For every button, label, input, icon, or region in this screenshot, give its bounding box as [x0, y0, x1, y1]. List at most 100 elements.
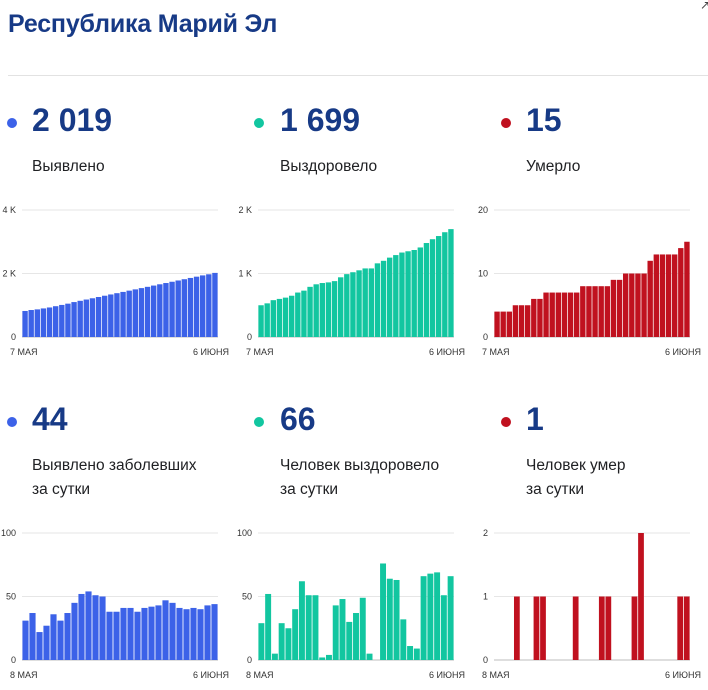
bar[interactable]	[366, 653, 373, 660]
bar[interactable]	[427, 573, 434, 660]
bar[interactable]	[549, 292, 555, 337]
bar[interactable]	[77, 300, 83, 337]
bar[interactable]	[494, 311, 500, 337]
bar[interactable]	[417, 247, 424, 337]
bar[interactable]	[176, 607, 183, 660]
bar[interactable]	[127, 607, 134, 660]
bar[interactable]	[319, 657, 326, 660]
bar[interactable]	[641, 273, 647, 338]
bar[interactable]	[190, 607, 197, 660]
bar[interactable]	[71, 302, 77, 337]
bar[interactable]	[331, 281, 338, 337]
bar[interactable]	[34, 309, 41, 337]
bar[interactable]	[270, 300, 277, 337]
bar[interactable]	[684, 241, 690, 337]
bar[interactable]	[638, 533, 644, 660]
bar[interactable]	[567, 292, 574, 337]
bar[interactable]	[206, 274, 212, 337]
bar[interactable]	[292, 609, 299, 660]
bar[interactable]	[313, 284, 319, 337]
bar[interactable]	[393, 255, 399, 337]
bar[interactable]	[265, 593, 272, 660]
bar[interactable]	[344, 274, 350, 337]
bar[interactable]	[374, 263, 381, 337]
bar[interactable]	[405, 251, 411, 337]
bar[interactable]	[635, 273, 641, 338]
bar[interactable]	[101, 295, 108, 337]
bar[interactable]	[46, 307, 53, 337]
bar[interactable]	[271, 653, 278, 660]
bar[interactable]	[647, 260, 653, 337]
bar[interactable]	[40, 308, 47, 337]
bar[interactable]	[555, 292, 562, 337]
bar[interactable]	[572, 596, 579, 661]
bar[interactable]	[513, 596, 520, 661]
bar[interactable]	[671, 254, 678, 337]
bar[interactable]	[448, 229, 454, 337]
bar[interactable]	[325, 654, 332, 660]
bar[interactable]	[95, 296, 102, 337]
bar[interactable]	[447, 576, 454, 660]
bar[interactable]	[144, 286, 151, 337]
bar[interactable]	[211, 604, 218, 660]
bar[interactable]	[183, 609, 190, 660]
bar[interactable]	[524, 305, 531, 337]
bar[interactable]	[653, 254, 660, 337]
bar[interactable]	[264, 303, 270, 337]
bar[interactable]	[353, 613, 359, 660]
bar[interactable]	[356, 270, 362, 337]
bar[interactable]	[298, 581, 305, 660]
bar[interactable]	[678, 248, 684, 337]
bar[interactable]	[312, 595, 319, 660]
bar[interactable]	[301, 290, 307, 337]
bar[interactable]	[423, 243, 430, 337]
bar[interactable]	[199, 275, 206, 337]
bar[interactable]	[659, 254, 666, 337]
bar[interactable]	[631, 596, 638, 661]
bar[interactable]	[57, 620, 64, 660]
bar[interactable]	[65, 303, 71, 337]
bar[interactable]	[212, 272, 218, 337]
bar[interactable]	[22, 310, 28, 337]
bar[interactable]	[78, 593, 85, 660]
bar[interactable]	[350, 272, 356, 337]
bar[interactable]	[29, 613, 36, 660]
bar[interactable]	[362, 268, 368, 337]
bar[interactable]	[561, 292, 568, 337]
bar[interactable]	[148, 606, 155, 660]
bar[interactable]	[518, 305, 525, 337]
bar[interactable]	[537, 298, 543, 337]
bar[interactable]	[665, 254, 672, 337]
bar[interactable]	[400, 619, 407, 660]
corner-expand-icon[interactable]: ↗	[700, 0, 708, 12]
bar[interactable]	[429, 239, 436, 337]
bar[interactable]	[434, 572, 441, 660]
bar[interactable]	[50, 614, 57, 660]
bar[interactable]	[512, 305, 519, 337]
bar[interactable]	[288, 295, 295, 337]
bar[interactable]	[276, 298, 283, 337]
bar[interactable]	[586, 286, 592, 337]
bar[interactable]	[622, 273, 629, 338]
bar[interactable]	[126, 290, 132, 337]
bar[interactable]	[307, 286, 313, 337]
bar[interactable]	[531, 298, 537, 337]
bar[interactable]	[99, 596, 106, 661]
bar[interactable]	[157, 284, 163, 337]
bar[interactable]	[89, 298, 96, 337]
bar[interactable]	[28, 310, 34, 337]
bar[interactable]	[610, 279, 617, 337]
bar[interactable]	[540, 596, 546, 661]
bar[interactable]	[580, 286, 586, 337]
bar[interactable]	[64, 613, 71, 660]
bar[interactable]	[604, 286, 611, 337]
bar[interactable]	[598, 286, 604, 337]
bar[interactable]	[592, 286, 598, 337]
bar[interactable]	[197, 609, 204, 660]
bar[interactable]	[85, 591, 92, 660]
bar[interactable]	[305, 595, 312, 660]
bar[interactable]	[295, 292, 301, 337]
bar[interactable]	[337, 277, 344, 337]
bar[interactable]	[332, 605, 339, 660]
bar[interactable]	[59, 304, 65, 337]
